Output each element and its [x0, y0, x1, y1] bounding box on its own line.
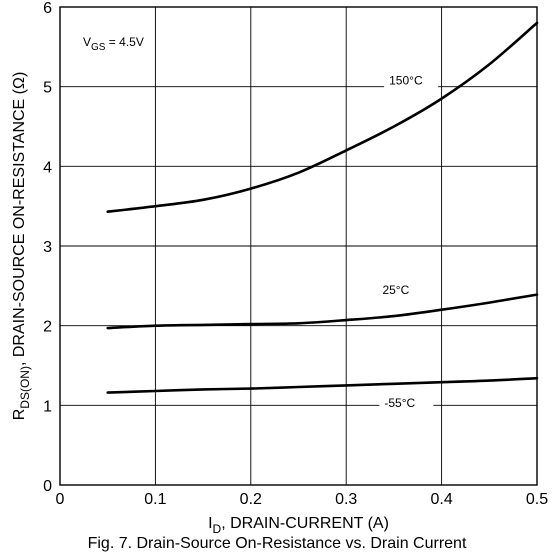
x-tick-label: 0.2: [240, 491, 262, 508]
y-axis-title-sub: DS(ON): [18, 366, 32, 409]
vgs-condition-label: VGS = 4.5V: [83, 35, 144, 53]
series-line: [106, 21, 539, 213]
vgs-sub: GS: [91, 42, 106, 53]
figure-caption: Fig. 7. Drain-Source On-Resistance vs. D…: [87, 535, 467, 552]
x-tick-label: 0: [56, 491, 65, 508]
series-label-background: [384, 74, 439, 89]
vgs-main: V: [83, 35, 91, 49]
vgs-rest: = 4.5V: [105, 35, 143, 49]
x-tick-label: 0.1: [144, 491, 166, 508]
grid-lines: [60, 7, 537, 485]
series-label: 25°C: [382, 283, 409, 297]
plot-frame: [59, 6, 538, 486]
series-label: -55°C: [384, 396, 415, 410]
series-line: [106, 293, 539, 330]
y-tick-label: 3: [43, 239, 52, 256]
y-axis-title-main: R: [11, 409, 28, 421]
y-tick-label: 6: [43, 0, 52, 17]
x-axis-title-sub: D: [213, 522, 222, 536]
x-tick-labels: 0 0.1 0.2 0.3 0.4 0.5: [56, 491, 549, 508]
series-labels: 150°C 25°C -55°C: [377, 73, 439, 411]
y-axis-title-rest: , DRAIN-SOURCE ON-RESISTANCE (Ω): [11, 72, 28, 366]
y-tick-label: 0: [43, 478, 52, 495]
y-tick-label: 5: [43, 80, 52, 97]
series-label-background: [379, 396, 434, 411]
series-line: [106, 376, 539, 394]
x-tick-label: 0.3: [335, 491, 357, 508]
x-axis-title-rest: , DRAIN-CURRENT (A): [221, 515, 389, 532]
y-tick-label: 4: [43, 159, 52, 176]
x-axis-title-main: I: [208, 515, 212, 532]
y-tick-labels: 0 1 2 3 4 5 6: [43, 0, 52, 495]
data-series: [106, 21, 539, 394]
x-tick-label: 0.4: [430, 491, 452, 508]
series-label-background: [377, 283, 432, 298]
x-tick-label: 0.5: [526, 491, 548, 508]
x-axis-title: ID, DRAIN-CURRENT (A): [208, 515, 389, 536]
y-axis-title: RDS(ON), DRAIN-SOURCE ON-RESISTANCE (Ω): [11, 72, 32, 421]
series-label: 150°C: [389, 73, 423, 87]
y-tick-label: 2: [43, 319, 52, 336]
y-tick-label: 1: [43, 398, 52, 415]
